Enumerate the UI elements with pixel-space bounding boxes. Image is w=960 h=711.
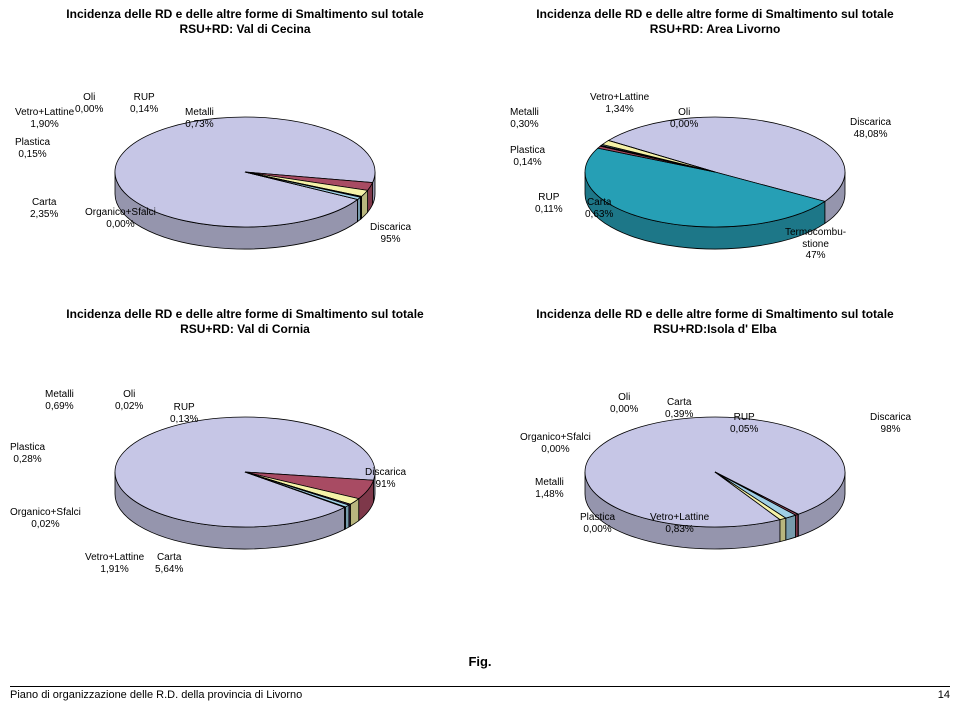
slice-label: RUP0,14% (130, 92, 158, 115)
slice-label: Plastica0,15% (15, 137, 50, 160)
pie-chart (485, 37, 945, 287)
slice-label: Metalli0,73% (185, 107, 214, 130)
slice-label: Discarica95% (370, 222, 411, 245)
page-footer: Piano di organizzazione delle R.D. della… (10, 686, 950, 701)
slice-label: RUP0,13% (170, 402, 198, 425)
footer-left: Piano di organizzazione delle R.D. della… (10, 689, 302, 701)
slice-label: RUP0,11% (535, 192, 563, 215)
chart-area-0: Vetro+Lattine1,90% Plastica0,15% Oli0,00% R… (10, 37, 480, 297)
slice-label: Oli0,02% (115, 389, 143, 412)
slice-label: Plastica0,14% (510, 145, 545, 168)
chart-cell-0: Incidenza delle RD e delle altre forme d… (10, 5, 480, 305)
pie-chart (485, 337, 945, 587)
slice-label: Plastica0,28% (10, 442, 45, 465)
slice-label: Oli0,00% (610, 392, 638, 415)
slice-label: Vetro+Lattine1,90% (15, 107, 74, 130)
chart-title: Incidenza delle RD e delle altre forme d… (10, 305, 480, 337)
slice-label: Metalli0,69% (45, 389, 74, 412)
slice-label: Discarica48,08% (850, 117, 891, 140)
footer-right: 14 (938, 689, 950, 701)
slice-label: Carta0,39% (665, 397, 693, 420)
slice-label: Vetro+Lattine1,34% (590, 92, 649, 115)
slice-label: Termocombu- stione47% (785, 227, 846, 262)
slice-label: Vetro+Lattine1,91% (85, 552, 144, 575)
slice-label: RUP0,05% (730, 412, 758, 435)
slice-label: Organico+Sfalci0,02% (10, 507, 81, 530)
chart-area-3: Oli0,00% Carta0,39% RUP0,05% Discarica98% Or… (480, 337, 950, 597)
slice-label: Vetro+Lattine0,83% (650, 512, 709, 535)
slice-label: Metalli1,48% (535, 477, 564, 500)
figure-label: Fig. (0, 654, 960, 669)
chart-area-1: Metalli0,30% Plastica0,14% Vetro+Lattine1,… (480, 37, 950, 297)
slice-label: Carta2,35% (30, 197, 58, 220)
chart-cell-1: Incidenza delle RD e delle altre forme d… (480, 5, 950, 305)
pie-chart (15, 337, 475, 587)
chart-title: Incidenza delle RD e delle altre forme d… (480, 5, 950, 37)
slice-label: Discarica91% (365, 467, 406, 490)
slice-label: Metalli0,30% (510, 107, 539, 130)
slice-label: Carta5,64% (155, 552, 183, 575)
slice-label: Discarica98% (870, 412, 911, 435)
charts-grid: Incidenza delle RD e delle altre forme d… (0, 0, 960, 605)
slice-label: Organico+Sfalci0,00% (520, 432, 591, 455)
chart-title: Incidenza delle RD e delle altre forme d… (10, 5, 480, 37)
chart-title: Incidenza delle RD e delle altre forme d… (480, 305, 950, 337)
slice-label: Carta0,63% (585, 197, 613, 220)
slice-label: Organico+Sfalci0,00% (85, 207, 156, 230)
slice-label: Oli0,00% (670, 107, 698, 130)
slice-label: Oli0,00% (75, 92, 103, 115)
chart-area-2: Metalli0,69% Oli0,02% RUP0,13% Plastica0,28… (10, 337, 480, 597)
pie-chart (15, 37, 475, 287)
chart-cell-2: Incidenza delle RD e delle altre forme d… (10, 305, 480, 605)
chart-cell-3: Incidenza delle RD e delle altre forme d… (480, 305, 950, 605)
slice-label: Plastica0,00% (580, 512, 615, 535)
